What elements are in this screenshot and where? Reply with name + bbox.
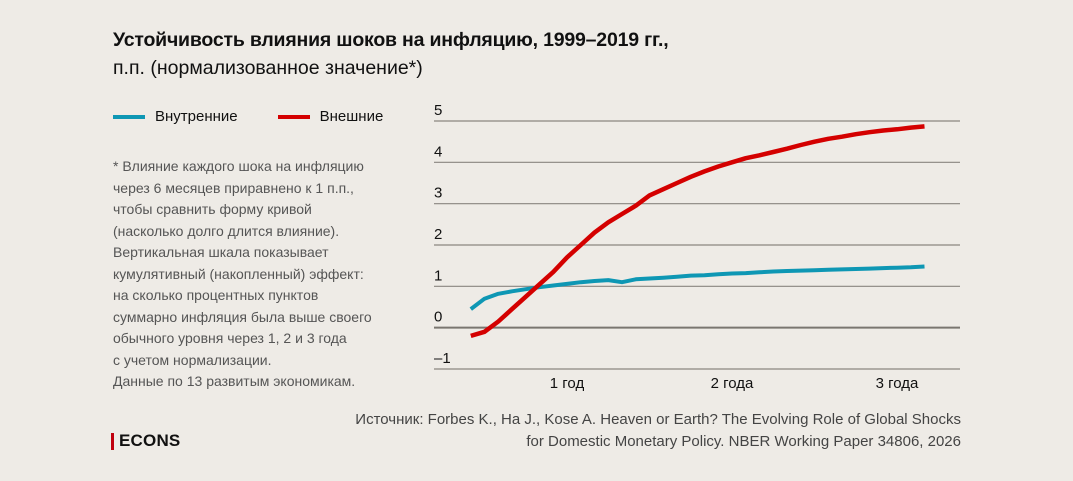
series-line-domestic [469, 264, 925, 311]
logo-text: ECONS [119, 431, 181, 450]
chart-title: Устойчивость влияния шоков на инфляцию, … [113, 29, 669, 51]
footnote-line: чтобы сравнить форму кривой [113, 201, 312, 217]
series-lines [469, 124, 925, 339]
y-tick-label: 4 [434, 143, 442, 160]
y-tick-label: 2 [434, 226, 442, 243]
y-tick-label: 1 [434, 267, 442, 284]
footnote-line: Вертикальная шкала показывает [113, 244, 329, 260]
footnote-line: * Влияние каждого шока на инфляцию [113, 158, 364, 174]
legend: Внутренние Внешние [113, 108, 423, 125]
footnote-line: с учетом нормализации. [113, 351, 272, 368]
x-tick-label: 1 год [550, 375, 585, 392]
series-line-external [470, 124, 925, 339]
footnote: * Влияние каждого шока на инфляцию через… [113, 156, 413, 393]
source-line-2: for Domestic Monetary Policy. NBER Worki… [526, 433, 961, 450]
footnote-line: Данные по 13 развитым экономикам. [113, 373, 356, 389]
legend-swatch-domestic [113, 114, 145, 119]
x-tick-label: 3 года [876, 375, 919, 392]
y-tick-label: 3 [434, 185, 442, 202]
x-axis-ticks: 1 год 2 года 3 года [550, 375, 919, 392]
legend-item-domestic: Внутренние [113, 108, 238, 125]
logo-bar-icon [111, 432, 114, 450]
footnote-line: на сколько процентных пунктов [113, 287, 319, 303]
grid [434, 120, 960, 370]
footnote-line: (насколько долго длится влияние). [113, 222, 340, 239]
econs-logo: ECONS [111, 431, 180, 451]
source-note: Источник: Forbes K., Ha J., Kose A. Heav… [355, 409, 961, 453]
x-tick-label: 2 года [711, 375, 754, 392]
y-tick-label: 5 [434, 102, 442, 119]
legend-label-external: Внешние [319, 108, 384, 125]
source-line-1: Источник: Forbes K., Ha J., Kose A. Heav… [355, 411, 961, 428]
footnote-line: кумулятивный (накопленный) эффект: [113, 265, 364, 282]
y-axis-ticks: 5 4 3 2 1 0 –1 [434, 102, 451, 367]
y-tick-label: –1 [434, 350, 451, 367]
legend-label-domestic: Внутренние [155, 108, 238, 125]
footnote-line: через 6 месяцев приравнено к 1 п.п., [113, 179, 354, 196]
chart-subtitle: п.п. (нормализованное значение*) [113, 57, 423, 79]
legend-swatch-external [277, 114, 310, 119]
footnote-line: суммарно инфляция была выше своего [113, 308, 372, 325]
y-tick-label: 0 [434, 309, 442, 326]
footnote-line: обычного уровня через 1, 2 и 3 года [113, 330, 347, 346]
legend-item-external: Внешние [277, 108, 384, 125]
